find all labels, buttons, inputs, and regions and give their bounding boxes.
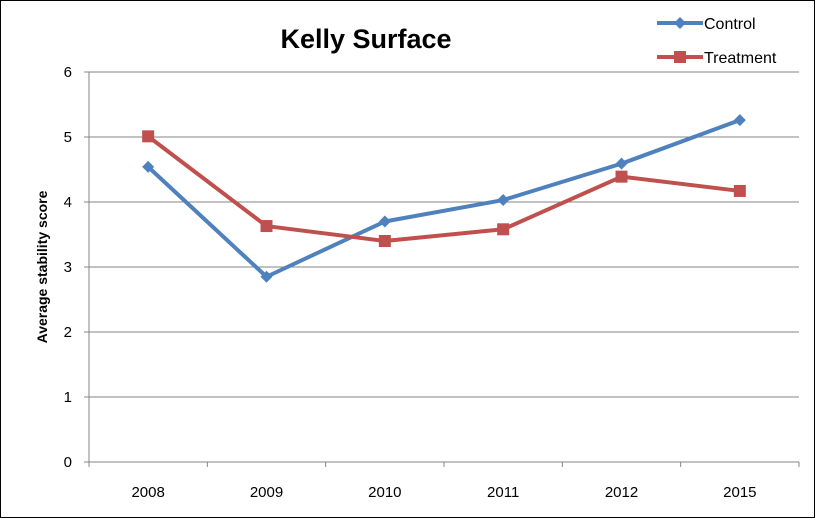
x-tick-label-2011: 2011 [487,484,519,501]
legend-marker-treatment [674,51,686,63]
chart-title: Kelly Surface [280,24,451,54]
legend-label-control: Control [704,16,756,33]
axes [84,71,800,467]
tick-labels: 0 1 2 3 4 5 6 2008 2009 2010 2011 2012 2015 [64,64,757,501]
y-tick-label-0: 0 [64,454,72,471]
control-line [146,118,742,279]
legend-marker-control [674,17,686,29]
legend-item-treatment: Treatment [657,50,777,67]
y-tick-label-6: 6 [64,64,72,81]
legend: Control Treatment [657,16,777,67]
x-tick-label-2008: 2008 [131,484,164,501]
control-point-2009 [260,270,273,283]
control-point-2008 [142,160,155,173]
control-point-2015 [733,114,746,127]
treatment-point-2008 [142,130,155,143]
series-treatment [142,130,746,247]
treatment-point-2012 [615,170,628,183]
control-point-2012 [615,157,628,170]
treatment-point-2009 [260,220,273,233]
x-tick-label-2015: 2015 [723,484,756,501]
y-tick-label-1: 1 [64,389,72,406]
y-tick-label-4: 4 [64,194,72,211]
x-tick-label-2010: 2010 [368,484,401,501]
x-tick-label-2012: 2012 [605,484,638,501]
series-layer [142,114,746,283]
control-point-2011 [497,194,510,207]
control-point-2010 [378,215,391,228]
legend-item-control: Control [657,16,756,33]
y-tick-label-3: 3 [64,259,72,276]
treatment-line [146,134,742,243]
gridlines [89,71,799,398]
series-control [142,114,746,283]
treatment-point-2010 [378,235,391,247]
treatment-point-2015 [733,184,746,197]
treatment-point-2011 [497,223,510,236]
x-tick-label-2009: 2009 [250,484,283,501]
y-axis-title: Average stability score [34,190,50,343]
legend-label-treatment: Treatment [704,50,777,67]
y-tick-label-2: 2 [64,324,72,341]
y-tick-label-5: 5 [64,129,72,146]
